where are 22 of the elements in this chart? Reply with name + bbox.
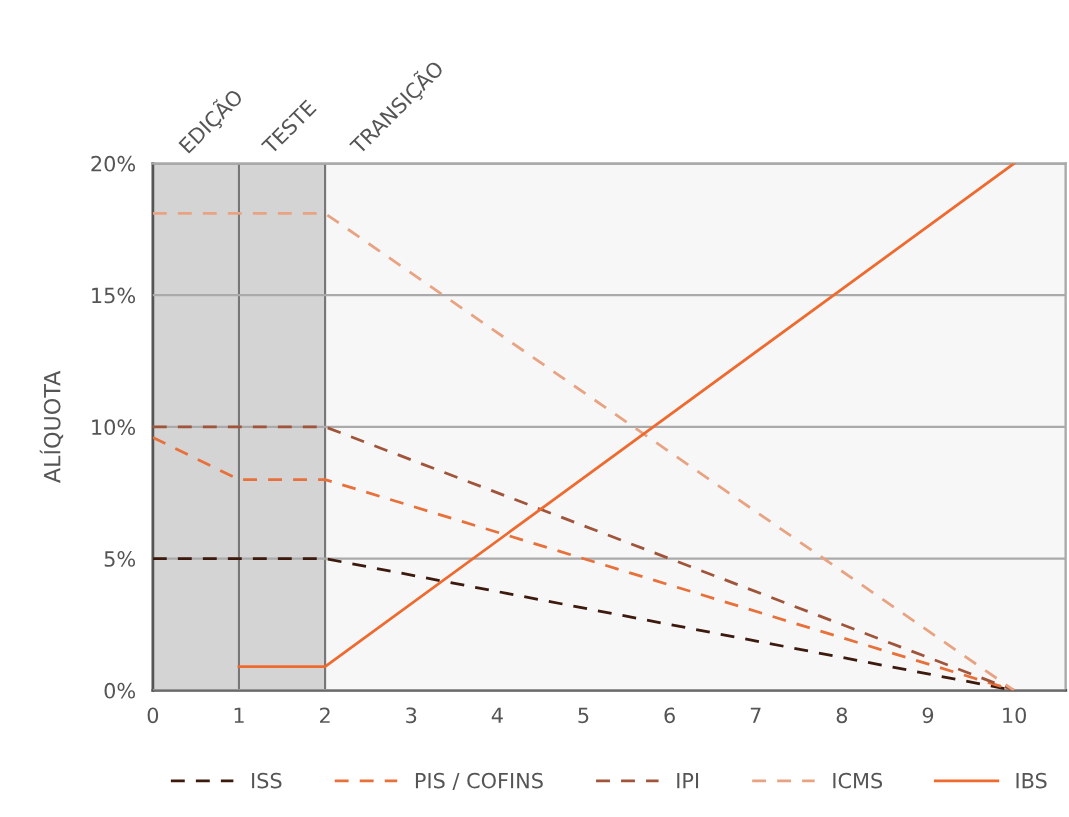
y-tick-label: 10% — [92, 419, 136, 436]
x-tick-label: 7 — [750, 707, 761, 723]
legend-label: ICMS — [833, 772, 883, 789]
x-tick-label: 4 — [491, 707, 503, 723]
legend-label: IPI — [677, 772, 699, 789]
y-tick-label: 5% — [104, 551, 136, 567]
x-tick-label: 6 — [664, 707, 675, 724]
legend-label: PIS / COFINS — [415, 772, 543, 791]
y-axis-title: ALÍQUOTA — [39, 370, 64, 483]
y-tick-label: 15% — [92, 287, 136, 304]
x-tick-label: 3 — [406, 707, 417, 724]
x-tick-label: 10 — [1003, 707, 1026, 724]
y-tick-label: 20% — [91, 155, 136, 172]
legend-label: IBS — [1016, 772, 1047, 789]
x-tick-label: 1 — [234, 707, 244, 723]
y-tick-label: 0% — [104, 682, 136, 699]
legend-label: ISS — [252, 772, 282, 789]
x-tick-label: 8 — [836, 707, 848, 724]
x-tick-label: 2 — [320, 707, 330, 723]
x-tick-label: 5 — [578, 707, 589, 724]
x-tick-label: 9 — [922, 707, 934, 724]
x-tick-label: 0 — [147, 707, 159, 724]
